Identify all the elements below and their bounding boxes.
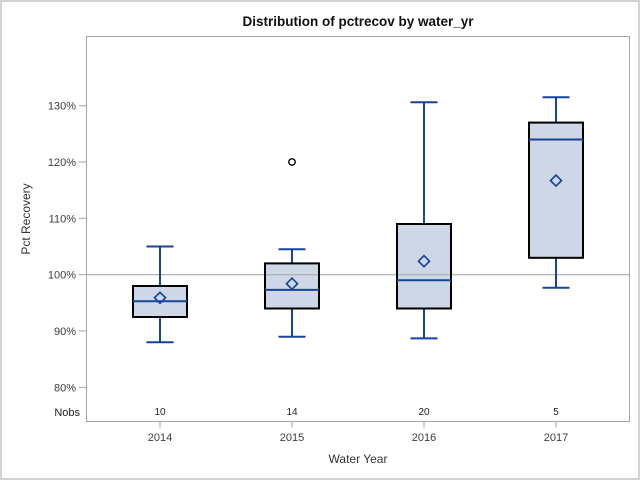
plot-content: 80%90%100%110%120%130%201410201514201620… <box>48 96 630 444</box>
nobs-value: 14 <box>286 407 298 418</box>
nobs-value: 10 <box>154 407 166 418</box>
box-fills <box>133 122 583 317</box>
y-tick-label: 80% <box>54 382 76 394</box>
box-border <box>528 121 584 259</box>
y-tick-label: 100% <box>48 270 76 282</box>
y-tick-label: 110% <box>49 213 77 225</box>
nobs-value: 20 <box>418 407 430 418</box>
x-axis-title: Water Year <box>329 452 388 466</box>
chart-title: Distribution of pctrecov by water_yr <box>242 14 474 29</box>
mean-diamond <box>549 173 563 188</box>
y-tick-label: 90% <box>54 326 76 338</box>
box-2016: 2016 20 <box>396 101 452 444</box>
box-marks: 2014 10 2015 14 2016 20 2017 5 <box>132 96 584 444</box>
box-fill-2017 <box>529 122 583 258</box>
box-border <box>264 262 320 310</box>
plot-frame <box>86 36 630 422</box>
box-2017: 2017 5 <box>528 96 584 444</box>
x-category-label: 2016 <box>412 432 436 444</box>
box-2014: 2014 10 <box>132 245 188 444</box>
y-axis-ticks: 80% 90% 100% 110% 120% 130% <box>48 101 86 394</box>
mean-diamond <box>285 276 299 291</box>
mean-diamond <box>153 291 167 305</box>
outlier-point <box>288 158 296 166</box>
y-axis-title: Pct Recovery <box>19 183 33 254</box>
box-border <box>396 223 452 310</box>
box-fill-2015 <box>265 263 319 309</box>
nobs-row-label: Nobs <box>54 407 80 419</box>
mean-diamond <box>417 254 431 268</box>
y-tick-label: 120% <box>48 157 76 169</box>
x-category-label: 2015 <box>280 432 304 444</box>
y-tick-label: 130% <box>48 101 76 113</box>
box-2015: 2015 14 <box>264 158 320 444</box>
x-category-label: 2014 <box>148 432 172 444</box>
nobs-value: 5 <box>553 407 559 418</box>
x-category-label: 2017 <box>544 432 568 444</box>
